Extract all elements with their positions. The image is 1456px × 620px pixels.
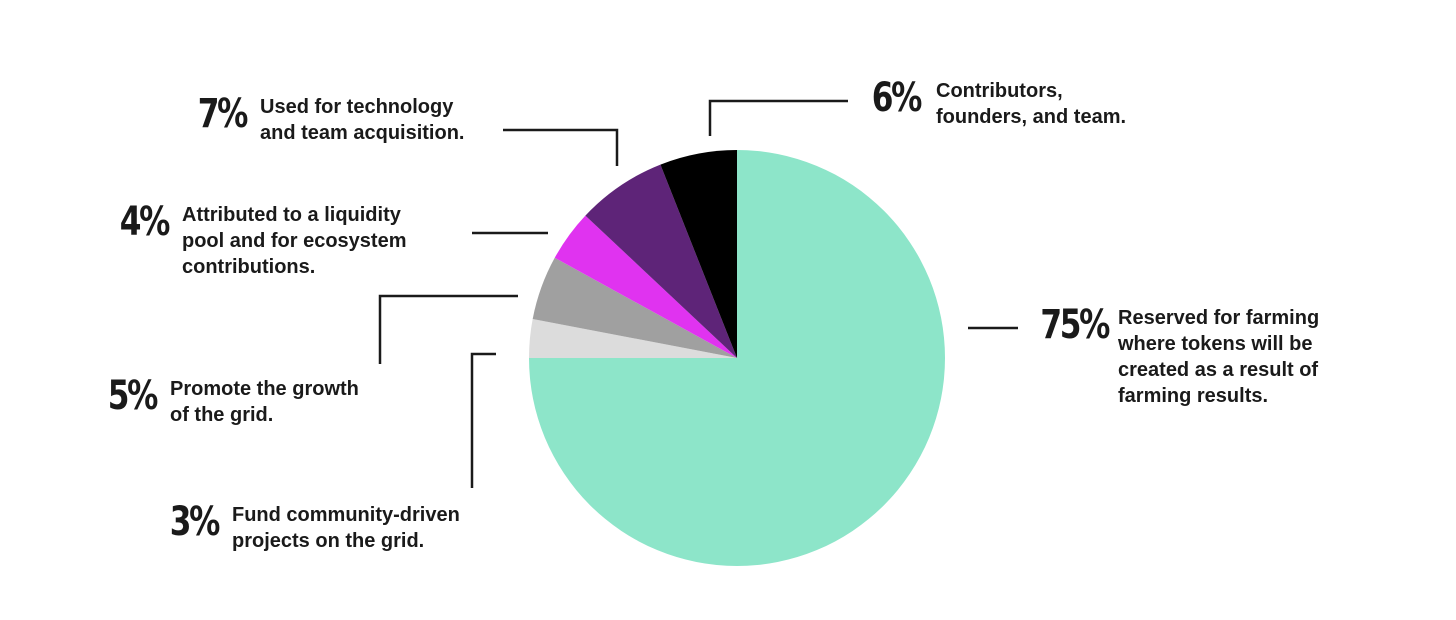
slice-description-6: Contributors, founders, and team. (936, 80, 1127, 128)
slice-description-75: Reserved for farming where tokens will b… (1118, 307, 1320, 407)
callout-5: 5% Promote the growth of the grid. (70, 376, 410, 428)
leader-line-6 (708, 99, 848, 136)
pie-slice-5 (532, 257, 737, 358)
callout-3: 3% Fund community-driven projects on the… (132, 502, 512, 554)
slice-description-7: Used for technology and team acquisition… (260, 96, 465, 144)
leader-line-7 (503, 128, 619, 166)
slice-label-6: 6% (871, 75, 923, 121)
pie-slice-4 (554, 215, 737, 358)
slice-description-4: Attributed to a liquidity pool and for e… (182, 204, 407, 278)
pie-slice-6 (660, 150, 737, 358)
slice-description-3: Fund community-driven projects on the gr… (232, 504, 460, 552)
slice-label-5: 5% (107, 373, 159, 419)
pie-slices (529, 150, 945, 566)
callout-7: 7% Used for technology and team acquisit… (160, 94, 520, 146)
slice-label-7: 7% (197, 91, 249, 137)
callout-4: 4% Attributed to a liquidity pool and fo… (82, 202, 462, 280)
pie-slice-7 (585, 164, 737, 358)
slice-label-75: 75% (1040, 302, 1110, 348)
slice-label-4: 4% (119, 199, 171, 245)
leader-line-5 (378, 294, 518, 364)
slice-label-3: 3% (169, 499, 221, 545)
leader-lines (378, 99, 1018, 488)
pie-slice-3 (529, 319, 737, 358)
callout-6: 6% Contributors, founders, and team. (838, 78, 1178, 130)
leader-line-3 (470, 352, 496, 488)
slice-description-5: Promote the growth of the grid. (170, 378, 359, 426)
callout-75: 75% Reserved for farming where tokens wi… (1018, 305, 1378, 409)
